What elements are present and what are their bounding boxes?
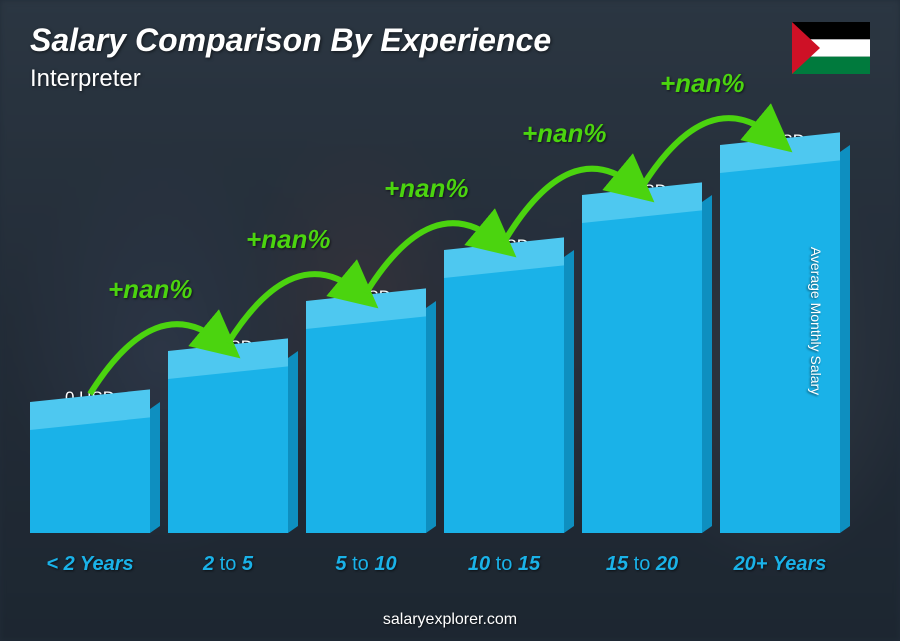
- increase-label: +nan%: [660, 68, 745, 99]
- chart-title: Salary Comparison By Experience: [30, 22, 870, 59]
- increase-arrow-icon: [30, 108, 840, 581]
- footer-attribution: salaryexplorer.com: [0, 611, 900, 629]
- y-axis-label: Average Monthly Salary: [808, 246, 824, 394]
- chart-plot-area: 0 USD < 2 Years 0 USD 2 to 5 0 USD 5 to …: [30, 108, 840, 581]
- palestine-flag-icon: [792, 22, 870, 74]
- bar-side-face: [840, 145, 850, 533]
- chart-container: Salary Comparison By Experience Interpre…: [0, 0, 900, 641]
